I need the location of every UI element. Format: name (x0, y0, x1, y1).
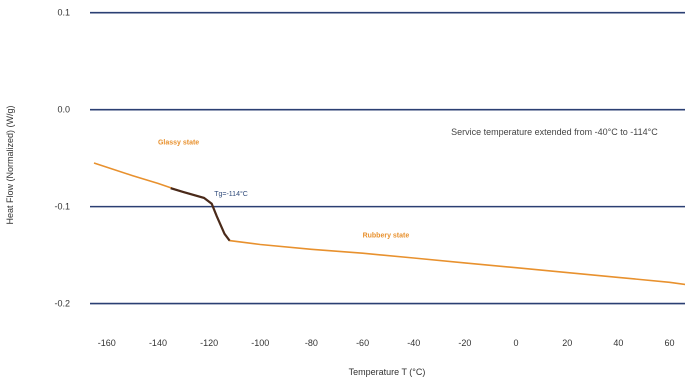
gridlines (90, 11, 685, 305)
annotations: Glassy state Rubbery state Tg=-114°C Servic… (158, 127, 658, 240)
y-tick-label: -0.1 (54, 202, 70, 212)
x-tick-label: -40 (407, 338, 420, 348)
heat-flow-curve (93, 162, 685, 286)
annotation-rubbery: Rubbery state (363, 233, 410, 240)
y-tick-label: -0.2 (54, 299, 70, 309)
x-axis-title: Temperature T (°C) (349, 367, 426, 377)
y-tick-label: 0.1 (57, 8, 70, 18)
annotation-tg: Tg=-114°C (214, 190, 248, 198)
x-tick-label: -120 (200, 338, 218, 348)
annotation-glassy: Glassy state (158, 140, 199, 147)
y-tick-label: 0.0 (57, 105, 70, 115)
x-tick-label: -140 (149, 338, 167, 348)
x-tick-label: 40 (613, 338, 623, 348)
annotation-service: Service temperature extended from -40°C … (451, 127, 658, 137)
x-tick-label: -60 (356, 338, 369, 348)
x-tick-label: -80 (305, 338, 318, 348)
x-tick-label: 60 (665, 338, 675, 348)
y-axis-title: Heat Flow (Normalized) (W/g) (5, 105, 15, 224)
x-tick-label: -160 (98, 338, 116, 348)
y-tick-labels: 0.1 0.0 -0.1 -0.2 (54, 8, 70, 309)
x-tick-label: -100 (251, 338, 269, 348)
transition-highlight (170, 187, 231, 242)
x-tick-label: 0 (514, 338, 519, 348)
x-tick-labels: -160 -140 -120 -100 -80 -60 -40 -20 0 20 40 60 (98, 338, 675, 348)
x-tick-label: 20 (562, 338, 572, 348)
x-tick-label: -20 (458, 338, 471, 348)
